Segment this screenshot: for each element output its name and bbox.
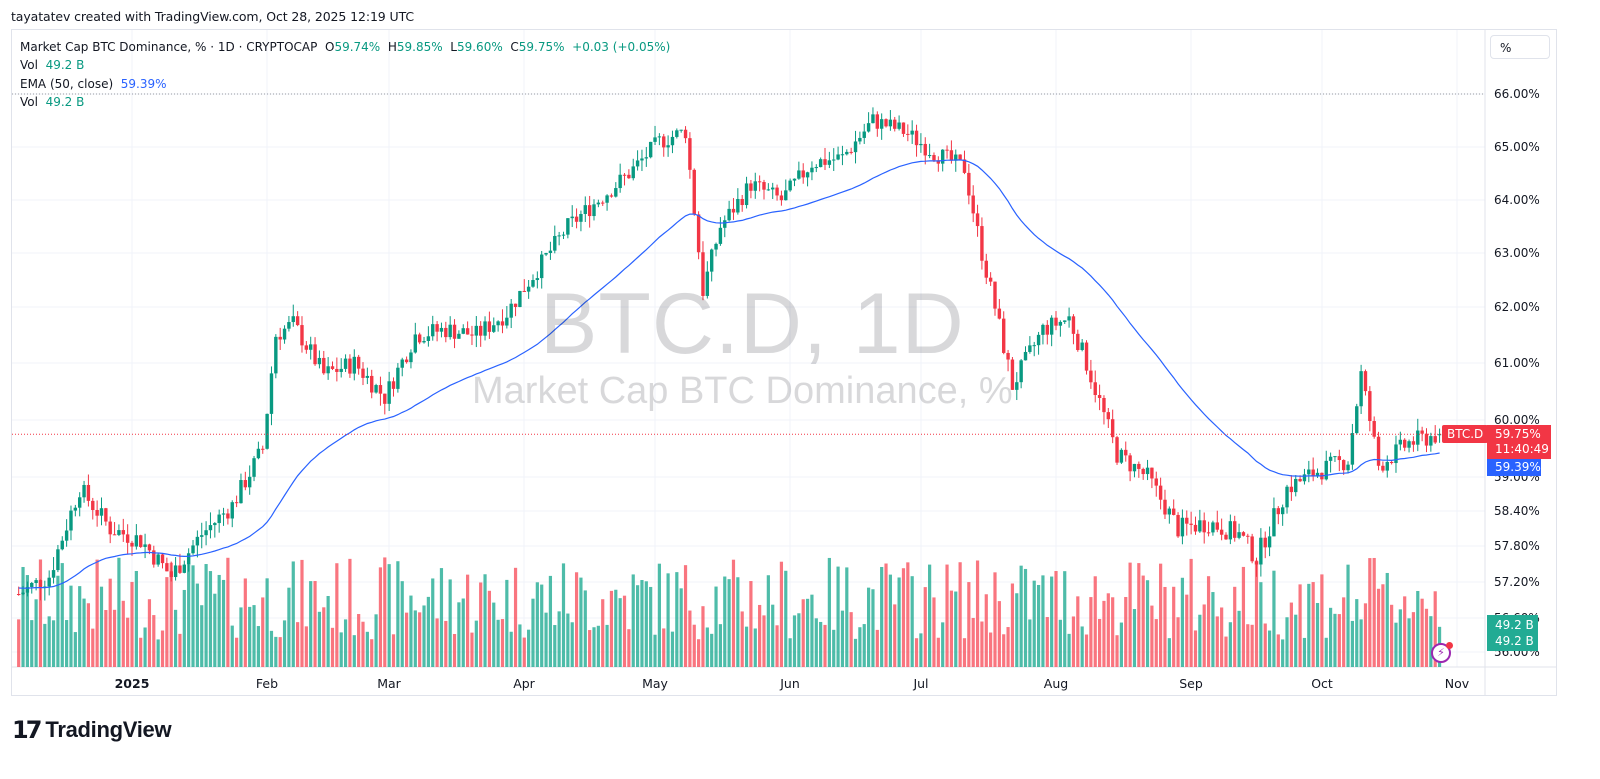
bar-countdown: 11:40:49: [1495, 442, 1549, 456]
volume-tag: 49.2 B 49.2 B: [1487, 615, 1538, 651]
low-label: L: [450, 40, 457, 54]
watermark-name: Market Cap BTC Dominance, %: [472, 370, 1013, 412]
time-axis-label: Jun: [780, 676, 800, 691]
price-axis-label: 65.00%: [1494, 140, 1540, 154]
change-value: +0.03 (+0.05%): [572, 40, 671, 54]
legend-volume2-row[interactable]: Vol 49.2 B: [20, 93, 670, 111]
price-scale-unit-button[interactable]: %: [1490, 35, 1550, 59]
close-label: C: [510, 40, 519, 54]
time-axis-label: 2025: [114, 676, 150, 691]
legend-ohlc-row[interactable]: Market Cap BTC Dominance, % · 1D · CRYPT…: [20, 38, 670, 56]
legend-ema-row[interactable]: EMA (50, close) 59.39%: [20, 75, 670, 93]
tradingview-logo[interactable]: 17 TradingView: [12, 716, 172, 744]
price-axis-label: 63.00%: [1494, 246, 1540, 260]
volume-tag-value-1: 49.2 B: [1495, 618, 1534, 632]
legend-volume-row[interactable]: Vol 49.2 B: [20, 56, 670, 74]
ema-label: EMA (50, close): [20, 76, 114, 91]
time-axis-label: Mar: [377, 676, 401, 691]
chart-legend: Market Cap BTC Dominance, % · 1D · CRYPT…: [20, 38, 670, 111]
time-axis-label: Oct: [1311, 676, 1333, 691]
volume-tag-value-2: 49.2 B: [1495, 634, 1534, 648]
open-label: O: [324, 40, 335, 54]
notification-dot-icon: [1446, 642, 1453, 649]
price-axis-label: 60.00%: [1494, 413, 1540, 427]
price-axis-label: 66.00%: [1494, 87, 1540, 101]
price-axis-label: 62.00%: [1494, 300, 1540, 314]
volume2-value: 49.2 B: [45, 94, 85, 109]
price-axis-label: 61.00%: [1494, 356, 1540, 370]
symbol-price-tag: BTC.D: [1442, 425, 1489, 443]
time-axis-label: Jul: [913, 676, 929, 691]
price-axis-label: 57.20%: [1494, 575, 1540, 589]
last-price-value: 59.75%: [1495, 427, 1541, 441]
low-value: 59.60%: [456, 40, 503, 54]
time-axis-label: Apr: [513, 676, 535, 691]
high-label: H: [387, 40, 397, 54]
chart-credit: tayatatev created with TradingView.com, …: [11, 9, 415, 24]
legend-title: Market Cap BTC Dominance, % · 1D · CRYPT…: [20, 40, 318, 54]
price-axis-label: 57.80%: [1494, 539, 1540, 553]
tradingview-logo-text: TradingView: [45, 717, 172, 742]
time-axis-label: Nov: [1444, 676, 1470, 691]
volume2-label: Vol: [20, 94, 38, 109]
volume-label: Vol: [20, 58, 38, 73]
time-axis-label: May: [642, 676, 668, 691]
ema-value: 59.39%: [120, 76, 167, 91]
close-value: 59.75%: [518, 40, 565, 54]
volume-value: 49.2 B: [45, 58, 85, 73]
watermark-symbol: BTC.D, 1D: [540, 276, 965, 372]
tradingview-logo-icon: 17: [12, 716, 42, 744]
time-axis-label: Sep: [1179, 676, 1203, 691]
high-value: 59.85%: [396, 40, 443, 54]
last-price-tag: 59.75% 11:40:49: [1487, 425, 1551, 459]
time-axis-label: Aug: [1043, 676, 1069, 691]
price-axis-label: 58.40%: [1494, 504, 1540, 518]
price-axis-label: 64.00%: [1494, 193, 1540, 207]
lightning-icon[interactable]: ⚡: [1431, 642, 1453, 663]
ema-price-tag: 59.39%: [1487, 459, 1541, 476]
time-axis-label: Feb: [255, 676, 279, 691]
open-value: 59.74%: [334, 40, 381, 54]
